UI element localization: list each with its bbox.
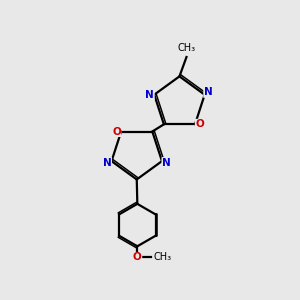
Text: CH₃: CH₃ [177,44,196,53]
Text: O: O [133,253,142,262]
Text: O: O [112,127,121,136]
Text: N: N [103,158,112,168]
Text: CH₃: CH₃ [154,253,172,262]
Text: O: O [195,119,204,129]
Text: N: N [146,90,154,100]
Text: N: N [162,158,171,168]
Text: N: N [204,87,213,97]
